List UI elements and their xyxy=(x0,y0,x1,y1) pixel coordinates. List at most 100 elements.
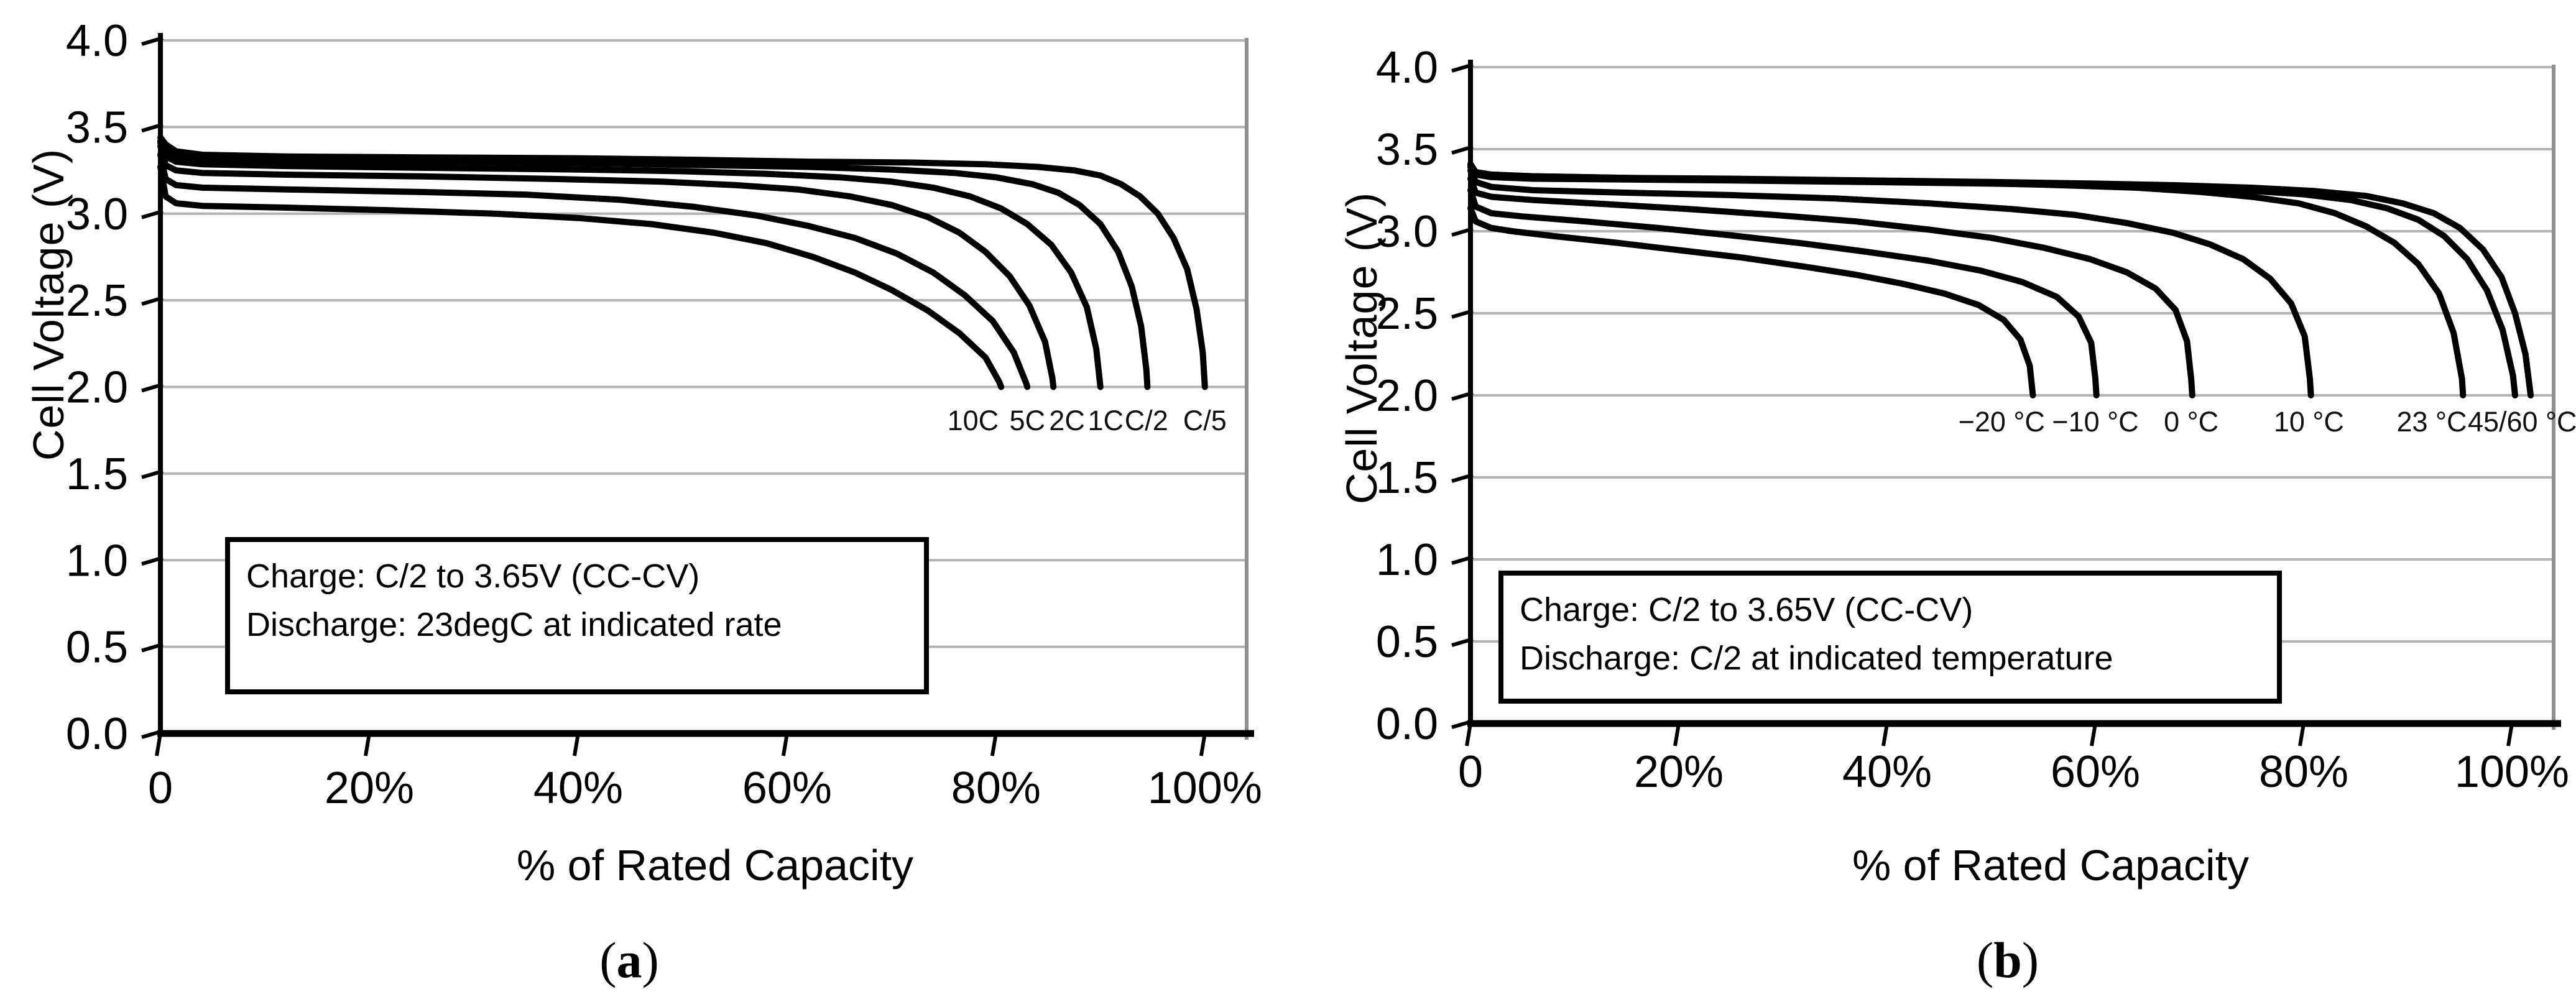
caption-letter: b xyxy=(1993,932,2022,988)
curve-label: −20 °C xyxy=(1959,406,2045,438)
x-tick-label: 80% xyxy=(2259,747,2348,797)
x-axis-title: % of Rated Capacity xyxy=(516,841,914,889)
y-tick-label: 3.5 xyxy=(66,103,128,152)
y-tick-label: 2.0 xyxy=(66,363,128,413)
curve-label: 10C xyxy=(948,405,999,436)
curve-label: 45/60 °C xyxy=(2468,406,2576,438)
x-tick xyxy=(2298,723,2306,747)
x-tick-label: 0 xyxy=(148,763,173,813)
curve-label: 1C xyxy=(1087,405,1124,436)
caption-letter: a xyxy=(616,932,642,988)
curve-label: −10 °C xyxy=(2052,406,2138,438)
curve-label: C/5 xyxy=(1183,405,1227,436)
y-tick xyxy=(141,296,164,306)
curve-60C_deg xyxy=(1467,162,2534,398)
y-tick-label: 0.5 xyxy=(66,623,128,673)
curve-45C_deg xyxy=(1467,164,2518,398)
panel-a: Cell Voltage (V) 4.0 3.5 3.0 2.5 2.0 1.5 1.0 0.… xyxy=(0,0,1287,1002)
x-tick-label: 100% xyxy=(1148,763,1262,813)
y-tick-label: 1.0 xyxy=(66,536,128,586)
curve-label: 10 °C xyxy=(2274,406,2344,438)
curve-1C xyxy=(157,139,1104,390)
y-tick-label: 0.0 xyxy=(66,709,128,759)
curve-C/5 xyxy=(157,134,1208,390)
x-tick-label: 60% xyxy=(2051,747,2140,797)
discharge-rate-chart: 4.0 3.5 3.0 2.5 2.0 1.5 1.0 0.5 0.0 0 20% 40% 60% 80%… xyxy=(66,16,1262,813)
x-tick-label: 80% xyxy=(951,763,1041,813)
curve-m10C_deg xyxy=(1467,187,2100,398)
x-tick xyxy=(155,733,162,756)
x-tick xyxy=(2506,723,2514,747)
note-line-discharge: Discharge: C/2 at indicated temperature xyxy=(1520,640,2113,677)
x-tick xyxy=(990,733,998,756)
test-conditions-note: Charge: C/2 to 3.65V (CC-CV) Discharge: … xyxy=(225,537,929,694)
test-conditions-note: Charge: C/2 to 3.65V (CC-CV) Discharge: … xyxy=(1498,571,2282,704)
caption-paren-close: ) xyxy=(642,932,659,988)
y-tick xyxy=(1451,309,1474,319)
y-tick xyxy=(1451,555,1474,565)
x-tick-label: 20% xyxy=(1634,747,1724,797)
y-tick-label: 0.0 xyxy=(1376,699,1438,749)
y-tick xyxy=(141,36,164,46)
y-tick-label: 0.5 xyxy=(1376,617,1438,667)
y-tick xyxy=(141,556,164,566)
caption-paren-open: ( xyxy=(599,932,617,988)
curve-5C xyxy=(157,152,1031,390)
curve-10C xyxy=(157,163,1005,390)
y-tick-label: 3.5 xyxy=(1376,125,1438,175)
x-tick-label: 20% xyxy=(325,763,414,813)
y-tick-label: 1.5 xyxy=(1376,453,1438,503)
y-tick-label: 2.5 xyxy=(1376,289,1438,339)
curve-0C_deg xyxy=(1467,175,2195,398)
panel-caption-a: (a) xyxy=(599,931,659,990)
x-tick-label: 60% xyxy=(742,763,832,813)
y-tick xyxy=(141,122,164,133)
y-tick xyxy=(141,729,164,739)
x-tick xyxy=(2090,723,2097,747)
y-tick-label: 3.0 xyxy=(1376,207,1438,257)
y-tick xyxy=(1451,719,1474,729)
y-tick xyxy=(1451,473,1474,483)
y-tick-label: 2.0 xyxy=(1376,371,1438,421)
note-line-discharge: Discharge: 23degC at indicated rate xyxy=(246,606,782,643)
y-tick-label: 2.5 xyxy=(66,276,128,326)
discharge-temperature-chart: 4.0 3.5 3.0 2.5 2.0 1.5 1.0 0.5 0.0 0 20% 40% 60% 80%… xyxy=(1376,43,2576,797)
y-tick xyxy=(1451,63,1474,73)
curve-10C_deg xyxy=(1467,167,2314,398)
y-tick xyxy=(141,642,164,653)
caption-paren-open: ( xyxy=(1976,932,1994,988)
y-tick xyxy=(1451,391,1474,401)
y-tick xyxy=(1451,227,1474,237)
x-tick xyxy=(1465,723,1472,747)
y-tick xyxy=(141,209,164,219)
curve-label: 5C xyxy=(1009,405,1045,436)
x-tick-label: 40% xyxy=(533,763,623,813)
curve-m20C_deg xyxy=(1467,205,2036,398)
x-tick xyxy=(1673,723,1681,747)
x-tick-label: 0 xyxy=(1458,747,1483,797)
y-tick xyxy=(1451,145,1474,155)
y-tick-label: 4.0 xyxy=(1376,43,1438,93)
note-line-charge: Charge: C/2 to 3.65V (CC-CV) xyxy=(246,558,700,595)
caption-paren-close: ) xyxy=(2021,932,2039,988)
curve-label: 23 °C xyxy=(2396,406,2467,438)
x-tick xyxy=(572,733,580,756)
panel-caption-b: (b) xyxy=(1977,931,2039,990)
y-tick-label: 1.0 xyxy=(1376,535,1438,585)
curve-23C_deg xyxy=(1467,160,2467,398)
y-tick-label: 1.5 xyxy=(66,449,128,499)
y-tick xyxy=(141,382,164,393)
y-tick-label: 3.0 xyxy=(66,190,128,239)
x-tick xyxy=(364,733,371,756)
note-line-charge: Charge: C/2 to 3.65V (CC-CV) xyxy=(1520,591,1974,628)
y-tick xyxy=(141,469,164,479)
curve-label: C/2 xyxy=(1125,405,1168,436)
y-tick xyxy=(1451,637,1474,647)
x-tick-label: 40% xyxy=(1842,747,1932,797)
panel-b: Cell Voltage (V) 4.0 3.5 3.0 2.5 2.0 1.5 1.0 0.… xyxy=(1289,0,2576,1002)
y-tick-label: 4.0 xyxy=(66,16,128,66)
x-tick xyxy=(781,733,789,756)
curve-2C xyxy=(157,143,1057,390)
curve-label: 2C xyxy=(1049,405,1085,436)
